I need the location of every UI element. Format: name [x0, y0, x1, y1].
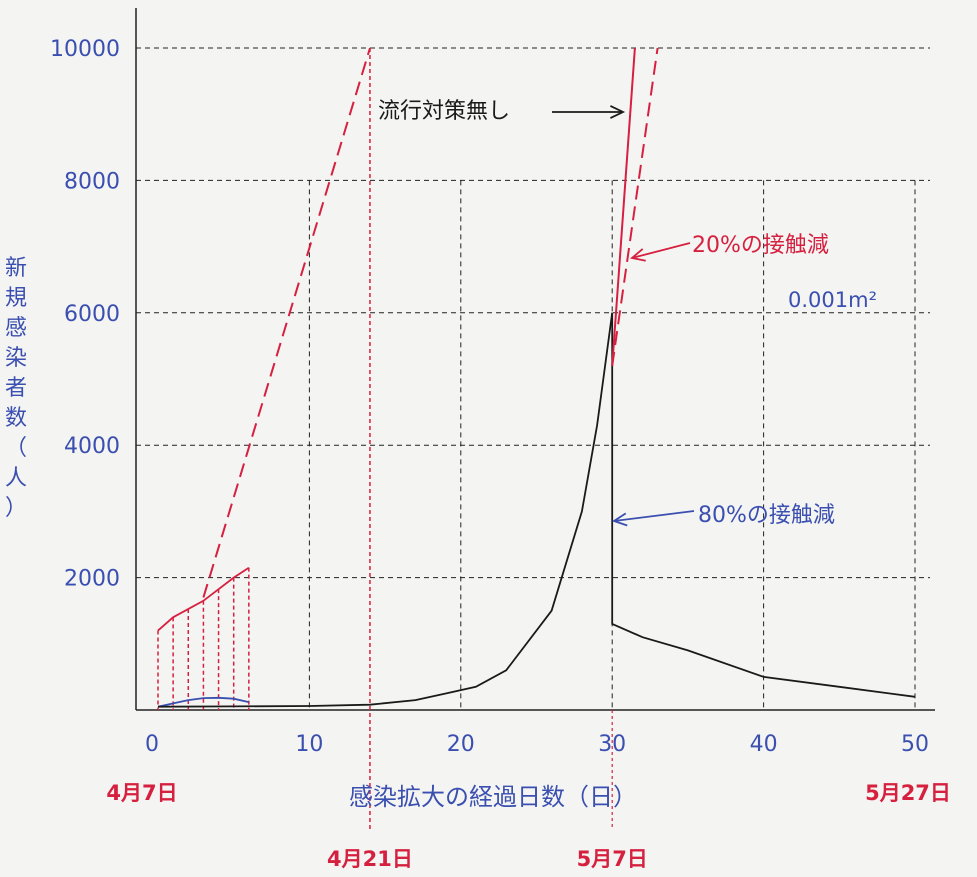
y-axis-title-char: 数 [5, 406, 27, 431]
x-tick-label: 50 [901, 732, 929, 757]
x-tick-label: 10 [295, 732, 323, 757]
series-reduce80 [611, 312, 916, 698]
x-tick-label: 20 [447, 732, 475, 757]
series-early_small [157, 696, 249, 708]
series-layer [157, 47, 916, 830]
y-tick-label: 2000 [64, 567, 120, 592]
arrow-no-measures-head [610, 105, 626, 119]
series-reduce20_solid [611, 47, 636, 366]
y-tick-label: 6000 [64, 302, 120, 327]
grid-layer [136, 47, 930, 710]
y-axis-title-char: 人 [5, 466, 27, 491]
series-reduce20_dashed [611, 47, 659, 366]
date-label: 5月27日 [865, 781, 951, 805]
series-main_epidemic [157, 312, 614, 708]
series-early_growth [157, 566, 250, 632]
arrow-reduce20 [631, 242, 691, 259]
y-axis-title-char: （ [5, 436, 27, 461]
y-tick-label: 8000 [64, 169, 120, 194]
x-tick-label: 40 [750, 732, 778, 757]
series-no_measures_early [202, 47, 371, 598]
unit-label: 0.001m² [788, 288, 877, 312]
arrow-reduce80-head [611, 512, 628, 527]
date-label: 4月7日 [106, 781, 177, 805]
annotation-reduce20: 20%の接触減 [692, 233, 829, 258]
y-axis-title-char: 染 [5, 346, 27, 371]
annotation-reduce80: 80%の接触減 [698, 503, 835, 528]
date-label: 4月21日 [327, 847, 413, 871]
arrow-reduce80 [613, 510, 695, 522]
x-axis-title: 感染拡大の経過日数（日） [349, 783, 637, 811]
y-axis-title-char: ） [5, 496, 27, 521]
y-axis-title-char: 規 [5, 286, 27, 311]
x-tick-label: 0 [145, 732, 159, 757]
arrow-reduce20-head [629, 248, 646, 262]
date-label: 5月7日 [577, 847, 648, 871]
annotation-layer: 流行対策無し 20%の接触減 80%の接触減 0.001m² 感染拡大の経過日数… [349, 99, 877, 811]
y-axis-title-char: 者 [5, 376, 27, 401]
y-axis-title-char: 新 [5, 256, 27, 281]
y-tick-label: 10000 [50, 37, 120, 62]
y-tick-label: 4000 [64, 434, 120, 459]
annotation-no-measures: 流行対策無し [378, 99, 510, 124]
y-axis-title-char: 感 [5, 316, 27, 341]
